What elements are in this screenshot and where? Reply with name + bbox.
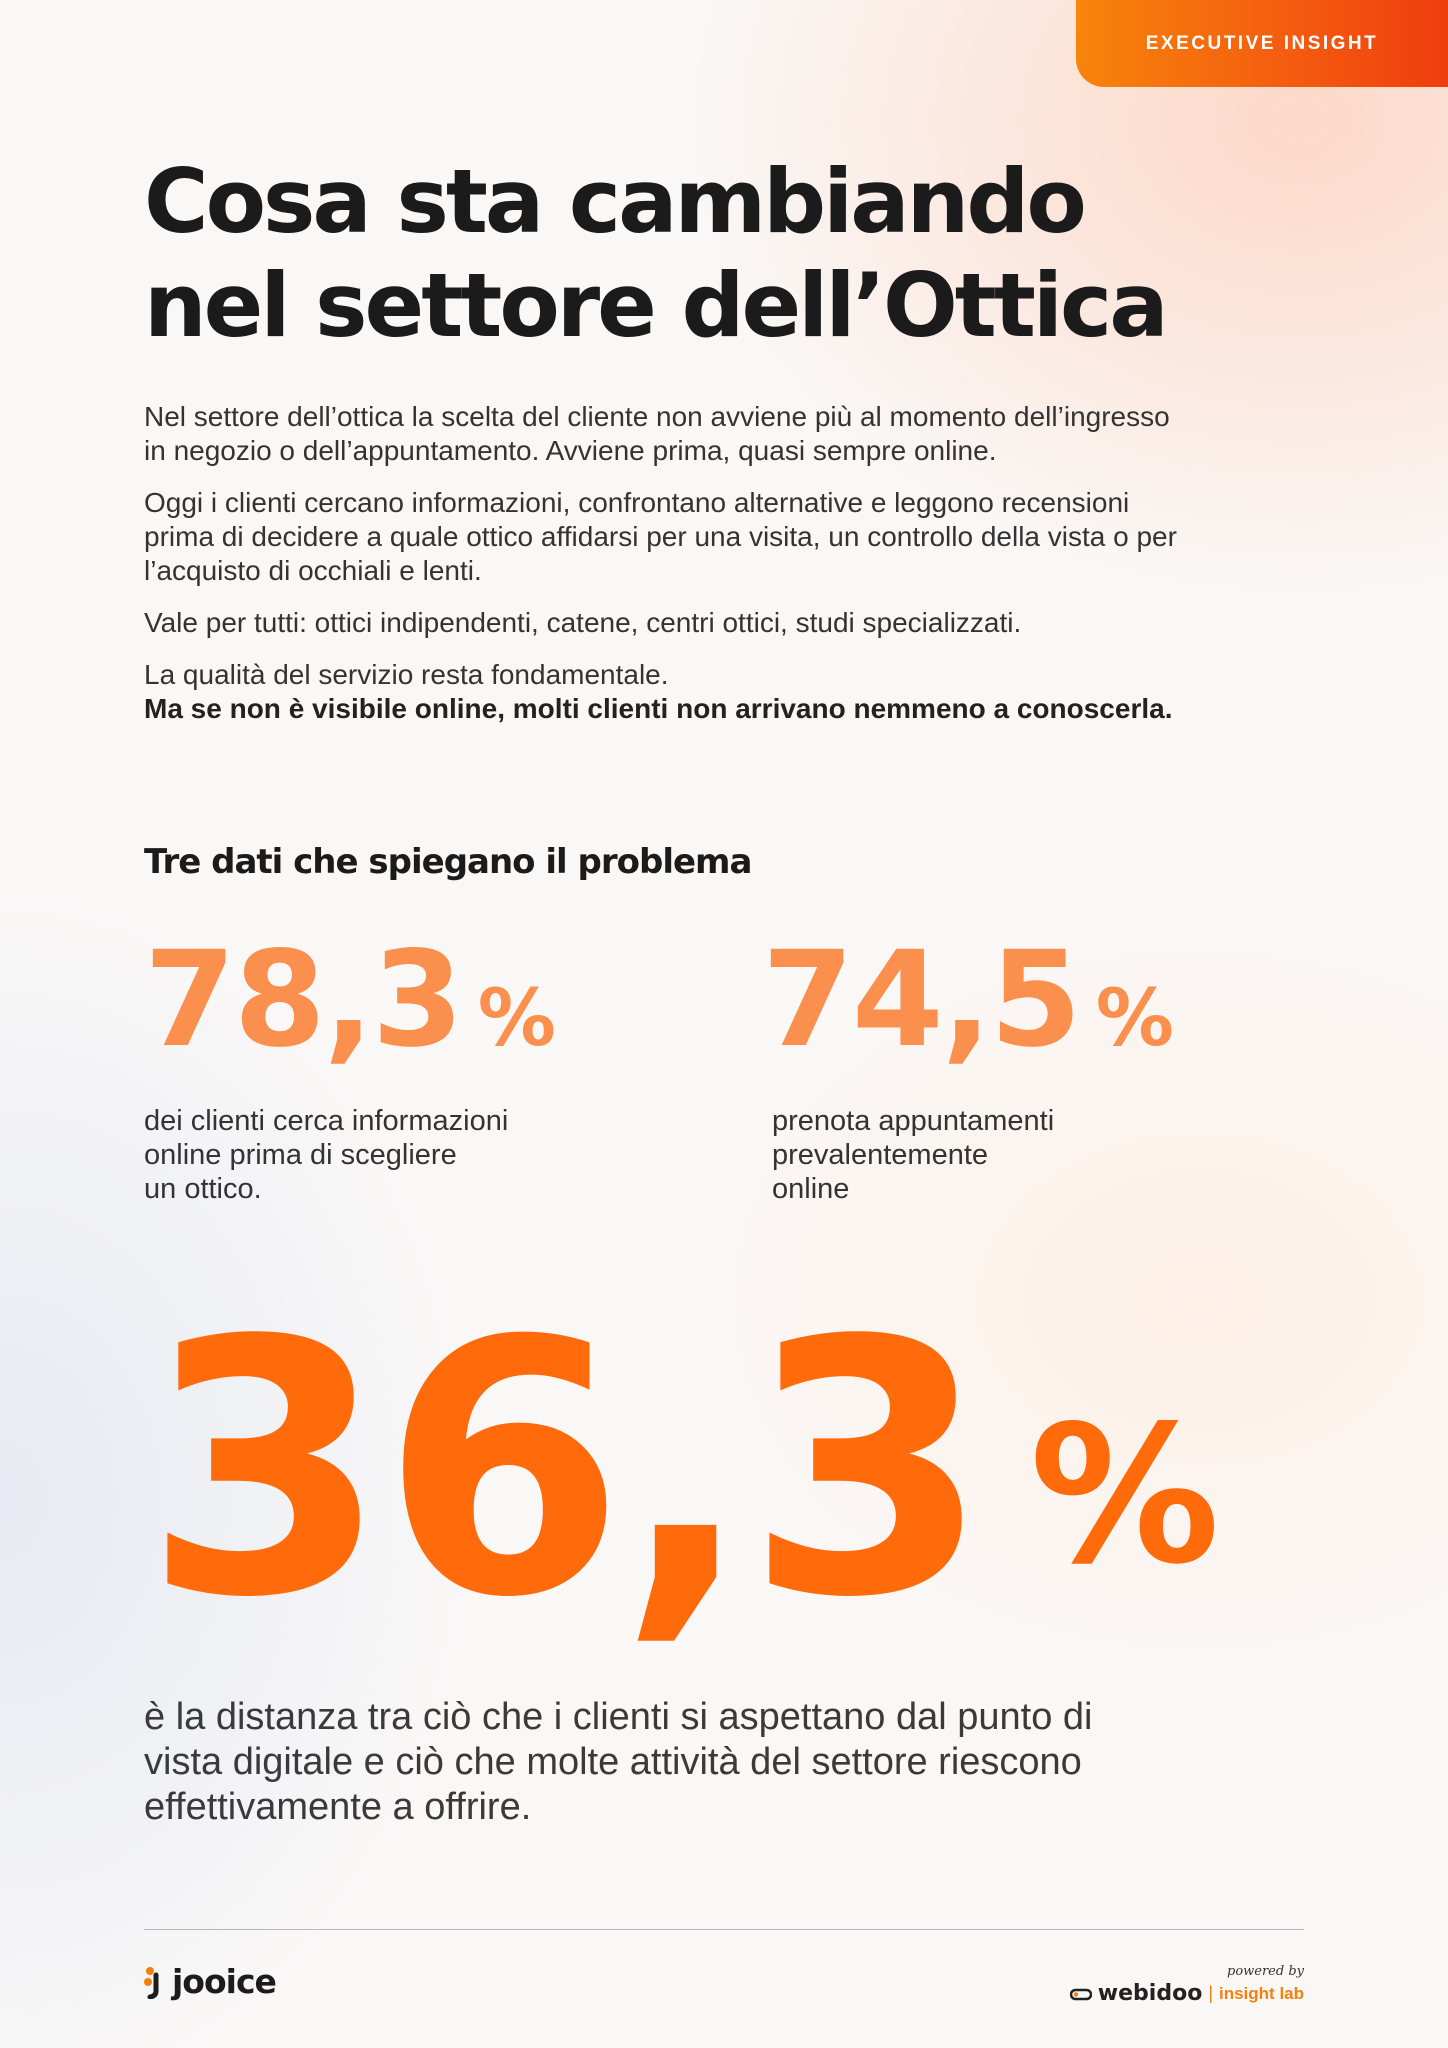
section-heading: Tre dati che spiegano il problema (144, 842, 752, 882)
stat-2-description: prenota appuntamenti prevalentemente onl… (762, 1104, 1174, 1206)
intro-p4-emphasis: Ma se non è visibile online, molti clien… (144, 693, 1173, 724)
stat-2-desc-line-3: online (772, 1173, 850, 1205)
intro-p1-line-1: Nel settore dell’ottica la scelta del cl… (144, 401, 1170, 432)
webidoo-row: webidoo | insight lab (1069, 1981, 1304, 2006)
intro-paragraph-3: Vale per tutti: ottici indipendenti, cat… (144, 606, 1344, 640)
stat-2-unit: % (1095, 974, 1174, 1064)
intro-p1-line-2: in negozio o dell’appuntamento. Avviene … (144, 435, 997, 466)
stat-card-1: 78,3% dei clienti cerca informazioni onl… (144, 930, 556, 1206)
logo-separator: | (1208, 1983, 1213, 2003)
insight-lab-label: insight lab (1219, 1983, 1304, 2003)
executive-insight-badge: EXECUTIVE INSIGHT (1076, 0, 1448, 87)
stat-1-figure: 78,3% (144, 930, 556, 1070)
intro-text: Nel settore dell’ottica la scelta del cl… (144, 400, 1344, 744)
title-line-1: Cosa sta cambiando (144, 150, 1087, 253)
intro-p2-line-1: Oggi i clienti cercano informazioni, con… (144, 487, 1130, 518)
footer-divider (144, 1929, 1304, 1930)
stat-2-value: 74,5 (762, 923, 1082, 1077)
intro-p3-line: Vale per tutti: ottici indipendenti, cat… (144, 607, 1022, 638)
stat-1-desc-line-1: dei clienti cerca informazioni (144, 1105, 509, 1137)
intro-p2-line-3: l’acquisto di occhiali e lenti. (144, 555, 482, 586)
stat-1-desc-line-2: online prima di scegliere (144, 1139, 457, 1171)
intro-paragraph-2: Oggi i clienti cercano informazioni, con… (144, 486, 1344, 588)
stat-2-desc-line-1: prenota appuntamenti (772, 1105, 1055, 1137)
jooice-logo: jooice (144, 1962, 277, 2001)
title-line-2: nel settore dell’Ottica (144, 254, 1169, 357)
intro-paragraph-4: La qualità del servizio resta fondamenta… (144, 658, 1344, 726)
big-stat-description: è la distanza tra ciò che i clienti si a… (144, 1695, 1294, 1830)
intro-paragraph-1: Nel settore dell’ottica la scelta del cl… (144, 400, 1344, 468)
big-desc-line-3: effettivamente a offrire. (144, 1786, 532, 1828)
stat-1-description: dei clienti cerca informazioni online pr… (144, 1104, 556, 1206)
webidoo-mark-icon (1069, 1988, 1092, 2000)
big-stat: 36,3% (144, 1260, 1220, 1680)
big-desc-line-1: è la distanza tra ciò che i clienti si a… (144, 1696, 1093, 1738)
webidoo-wordmark: webidoo (1097, 1981, 1203, 2006)
big-stat-value: 36,3 (144, 1266, 990, 1674)
powered-by-label: powered by (1227, 1964, 1304, 1979)
big-desc-line-2: vista digitale e ciò che molte attività … (144, 1741, 1082, 1783)
stat-1-desc-line-3: un ottico. (144, 1173, 262, 1205)
intro-p2-line-2: prima di decidere a quale ottico affidar… (144, 521, 1177, 552)
badge-label: EXECUTIVE INSIGHT (1145, 32, 1379, 54)
stat-1-unit: % (477, 974, 556, 1064)
intro-p4-line-1: La qualità del servizio resta fondamenta… (144, 659, 669, 690)
webidoo-logo: powered by webidoo | insight lab (1069, 1964, 1304, 2006)
stat-card-2: 74,5% prenota appuntamenti prevalentemen… (762, 930, 1174, 1206)
stat-2-desc-line-2: prevalentemente (772, 1139, 989, 1171)
stat-1-value: 78,3 (144, 923, 464, 1077)
jooice-mark-icon (144, 1966, 159, 1999)
page-title: Cosa sta cambiando nel settore dell’Otti… (144, 150, 1294, 358)
jooice-wordmark: jooice (172, 1962, 277, 2001)
stat-2-figure: 74,5% (762, 930, 1174, 1070)
big-stat-unit: % (1029, 1385, 1220, 1606)
